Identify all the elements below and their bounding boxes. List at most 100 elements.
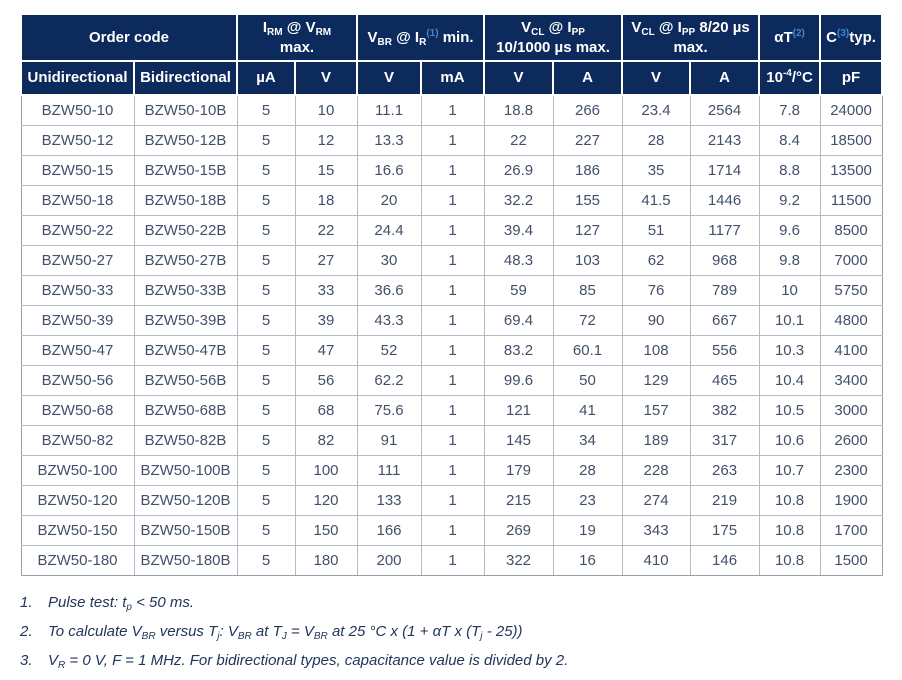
cell-vrm-v: 33 xyxy=(294,274,358,306)
cell-irm-ua: 5 xyxy=(236,454,296,486)
column-header-vrm-v: V xyxy=(293,60,359,96)
cell-irm-ua: 5 xyxy=(236,394,296,426)
cell-vrm-v: 10 xyxy=(294,94,358,126)
table-row: BZW50-120 BZW50-120B 5 120 133 1 215 23 274 219 10… xyxy=(20,484,883,516)
cell-ipp-10-1000-a: 41 xyxy=(552,394,623,426)
cell-ipp-8-20-a: 382 xyxy=(689,394,760,426)
table-row: BZW50-18 BZW50-18B 5 18 20 1 32.2 155 41.5 1446 9.… xyxy=(20,184,883,216)
cell-vbr-v: 166 xyxy=(356,514,422,546)
cell-vcl-8-20-v: 157 xyxy=(621,394,691,426)
cell-ipp-10-1000-a: 103 xyxy=(552,244,623,276)
cell-c-pf: 1700 xyxy=(819,514,883,546)
cell-ipp-10-1000-a: 16 xyxy=(552,544,623,576)
header-line: max. xyxy=(673,38,708,56)
cell-unidirectional: BZW50-68 xyxy=(20,394,135,426)
cell-irm-ua: 5 xyxy=(236,514,296,546)
table-header: Order code IRM @ VRM max. VBR @ IR(1) min. V… xyxy=(20,13,884,96)
cell-alpha-t-unit: 9.2 xyxy=(758,184,821,216)
cell-bidirectional: BZW50-47B xyxy=(133,334,238,366)
cell-bidirectional: BZW50-12B xyxy=(133,124,238,156)
cell-vrm-v: 68 xyxy=(294,394,358,426)
cell-ipp-8-20-a: 1177 xyxy=(689,214,760,246)
cell-ipp-10-1000-a: 127 xyxy=(552,214,623,246)
cell-bidirectional: BZW50-56B xyxy=(133,364,238,396)
table-row: BZW50-56 BZW50-56B 5 56 62.2 1 99.6 50 129 465 10.… xyxy=(20,364,883,396)
cell-irm-ua: 5 xyxy=(236,544,296,576)
cell-vbr-v: 52 xyxy=(356,334,422,366)
cell-c-pf: 7000 xyxy=(819,244,883,276)
cell-vcl-10-1000-v: 83.2 xyxy=(483,334,554,366)
cell-bidirectional: BZW50-100B xyxy=(133,454,238,486)
cell-irm-ua: 5 xyxy=(236,94,296,126)
cell-vcl-10-1000-v: 99.6 xyxy=(483,364,554,396)
cell-vcl-8-20-v: 228 xyxy=(621,454,691,486)
cell-vbr-v: 24.4 xyxy=(356,214,422,246)
cell-ipp-8-20-a: 1446 xyxy=(689,184,760,216)
cell-vcl-10-1000-v: 145 xyxy=(483,424,554,456)
footnote-number: 3. xyxy=(20,651,33,669)
cell-ipp-10-1000-a: 72 xyxy=(552,304,623,336)
table-row: BZW50-68 BZW50-68B 5 68 75.6 1 121 41 157 382 10.5… xyxy=(20,394,883,426)
cell-bidirectional: BZW50-120B xyxy=(133,484,238,516)
cell-bidirectional: BZW50-33B xyxy=(133,274,238,306)
header-line: Order code xyxy=(88,28,170,46)
cell-ir-ma: 1 xyxy=(420,94,485,126)
cell-unidirectional: BZW50-15 xyxy=(20,154,135,186)
header-group-row: Order code IRM @ VRM max. VBR @ IR(1) min. V… xyxy=(20,13,884,62)
cell-unidirectional: BZW50-82 xyxy=(20,424,135,456)
cell-c-pf: 18500 xyxy=(819,124,883,156)
cell-vcl-10-1000-v: 26.9 xyxy=(483,154,554,186)
cell-vcl-8-20-v: 76 xyxy=(621,274,691,306)
cell-c-pf: 4100 xyxy=(819,334,883,366)
cell-vbr-v: 43.3 xyxy=(356,304,422,336)
cell-ipp-8-20-a: 1714 xyxy=(689,154,760,186)
column-group-c-typ: C(3)typ. xyxy=(819,13,884,62)
cell-ipp-10-1000-a: 227 xyxy=(552,124,623,156)
cell-unidirectional: BZW50-18 xyxy=(20,184,135,216)
footnotes: 1. Pulse test: tp < 50 ms. 2. To calculate … xyxy=(20,593,881,671)
cell-ipp-8-20-a: 2564 xyxy=(689,94,760,126)
table-row: BZW50-22 BZW50-22B 5 22 24.4 1 39.4 127 51 1177 9.… xyxy=(20,214,883,246)
cell-ir-ma: 1 xyxy=(420,154,485,186)
cell-unidirectional: BZW50-180 xyxy=(20,544,135,576)
cell-ir-ma: 1 xyxy=(420,514,485,546)
cell-alpha-t-unit: 9.6 xyxy=(758,214,821,246)
cell-c-pf: 4800 xyxy=(819,304,883,336)
cell-irm-ua: 5 xyxy=(236,304,296,336)
cell-vrm-v: 15 xyxy=(294,154,358,186)
table-row: BZW50-82 BZW50-82B 5 82 91 1 145 34 189 317 10.6 26… xyxy=(20,424,883,456)
cell-ipp-8-20-a: 146 xyxy=(689,544,760,576)
cell-vcl-8-20-v: 108 xyxy=(621,334,691,366)
cell-c-pf: 8500 xyxy=(819,214,883,246)
cell-ir-ma: 1 xyxy=(420,304,485,336)
cell-ipp-8-20-a: 465 xyxy=(689,364,760,396)
table-row: BZW50-100 BZW50-100B 5 100 111 1 179 28 228 263 10… xyxy=(20,454,883,486)
cell-alpha-t-unit: 10 xyxy=(758,274,821,306)
cell-ir-ma: 1 xyxy=(420,244,485,276)
header-line: αT(2) xyxy=(774,27,805,46)
column-header-unidirectional: Unidirectional xyxy=(20,60,135,96)
cell-vcl-8-20-v: 410 xyxy=(621,544,691,576)
table-row: BZW50-39 BZW50-39B 5 39 43.3 1 69.4 72 90 667 10.1… xyxy=(20,304,883,336)
cell-vcl-10-1000-v: 121 xyxy=(483,394,554,426)
cell-ir-ma: 1 xyxy=(420,334,485,366)
cell-bidirectional: BZW50-22B xyxy=(133,214,238,246)
cell-vrm-v: 150 xyxy=(294,514,358,546)
cell-irm-ua: 5 xyxy=(236,364,296,396)
cell-vcl-10-1000-v: 69.4 xyxy=(483,304,554,336)
cell-vbr-v: 13.3 xyxy=(356,124,422,156)
cell-irm-ua: 5 xyxy=(236,184,296,216)
cell-ipp-8-20-a: 2143 xyxy=(689,124,760,156)
cell-alpha-t-unit: 9.8 xyxy=(758,244,821,276)
cell-vrm-v: 120 xyxy=(294,484,358,516)
table-row: BZW50-27 BZW50-27B 5 27 30 1 48.3 103 62 968 9.8 70… xyxy=(20,244,883,276)
cell-irm-ua: 5 xyxy=(236,274,296,306)
cell-vbr-v: 62.2 xyxy=(356,364,422,396)
cell-irm-ua: 5 xyxy=(236,214,296,246)
cell-vcl-8-20-v: 28 xyxy=(621,124,691,156)
cell-unidirectional: BZW50-100 xyxy=(20,454,135,486)
cell-ipp-10-1000-a: 34 xyxy=(552,424,623,456)
cell-unidirectional: BZW50-150 xyxy=(20,514,135,546)
cell-ipp-8-20-a: 789 xyxy=(689,274,760,306)
cell-bidirectional: BZW50-39B xyxy=(133,304,238,336)
